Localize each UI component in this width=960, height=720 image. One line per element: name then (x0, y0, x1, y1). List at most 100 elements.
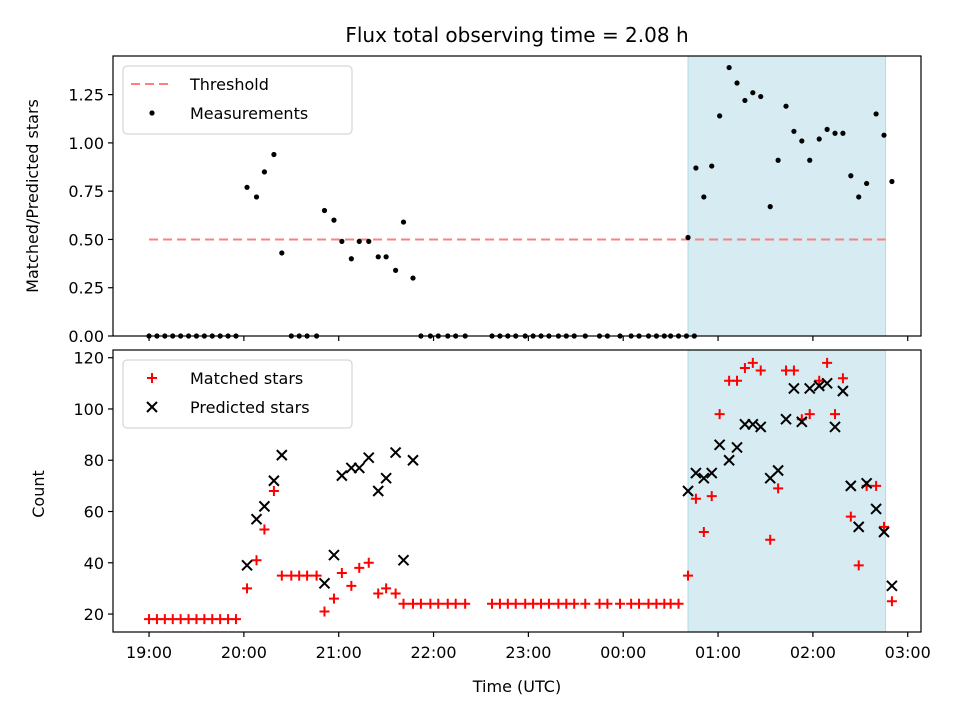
data-point (845, 480, 857, 492)
data-point (244, 184, 250, 190)
data-point (250, 513, 263, 525)
series-predicted-stars (241, 377, 898, 592)
data-point (853, 560, 864, 571)
data-point (772, 464, 784, 477)
data-point (870, 503, 882, 515)
legend-label: Predicted stars (190, 398, 310, 417)
y-tick-label: 40 (84, 554, 104, 573)
data-point (634, 598, 645, 609)
data-point (383, 254, 389, 260)
data-point (268, 486, 279, 496)
data-point (363, 557, 374, 568)
data-point (381, 583, 392, 594)
x-tick-label: 23:00 (505, 643, 551, 662)
data-point (450, 598, 461, 609)
data-point (731, 441, 743, 454)
data-point (339, 238, 345, 244)
data-point (739, 362, 750, 373)
chart-title: Flux total observing time = 2.08 h (345, 23, 688, 47)
data-point (328, 593, 339, 604)
data-point (723, 454, 735, 466)
data-point (253, 194, 260, 200)
data-point (804, 409, 815, 420)
data-point (363, 451, 375, 464)
data-point (690, 493, 701, 504)
x-tick-label: 19:00 (126, 643, 172, 662)
data-point (822, 357, 833, 368)
bottom-y-axis-label: Count (29, 470, 48, 518)
data-point (683, 570, 694, 581)
data-point (830, 409, 841, 420)
y-tick-label: 1.00 (68, 134, 104, 153)
data-point (400, 219, 407, 225)
data-point (354, 562, 365, 573)
series-matched-stars (144, 357, 897, 625)
x-tick-label: 20:00 (221, 643, 267, 662)
data-point (706, 467, 718, 479)
data-point (543, 598, 554, 609)
data-point (807, 157, 813, 163)
data-point (321, 207, 328, 214)
y-tick-label: 100 (73, 400, 104, 419)
data-point (873, 111, 879, 117)
data-point (353, 462, 365, 474)
data-point (410, 275, 416, 281)
data-point (415, 598, 426, 609)
data-point (734, 80, 740, 86)
y-tick-label: 0.50 (68, 230, 104, 249)
data-point (816, 136, 822, 142)
data-point (380, 472, 392, 484)
data-point (279, 250, 285, 256)
data-point (302, 570, 313, 581)
y-tick-label: 20 (84, 605, 104, 624)
data-point (580, 598, 591, 609)
shaded-region (687, 349, 887, 633)
data-point (318, 577, 331, 589)
data-point (602, 598, 613, 609)
data-point (693, 165, 699, 171)
data-point (713, 439, 726, 451)
data-point (788, 365, 799, 376)
data-point (690, 467, 702, 479)
data-point (840, 130, 846, 136)
data-point (259, 524, 270, 535)
data-point (837, 385, 849, 397)
data-point (714, 409, 725, 420)
data-point (390, 588, 401, 599)
data-point (886, 596, 897, 607)
data-point (813, 380, 825, 392)
top-y-axis-label: Matched/Predicted stars (23, 99, 42, 293)
data-point (837, 373, 848, 384)
data-point (356, 238, 362, 244)
data-point (685, 234, 691, 241)
axes-frame (112, 349, 922, 633)
data-point (709, 163, 715, 169)
data-point (879, 521, 890, 532)
data-point (569, 598, 580, 609)
data-point (791, 128, 797, 134)
legend-marker (147, 373, 157, 383)
data-point (878, 526, 890, 538)
data-point (407, 454, 419, 466)
data-point (271, 151, 277, 158)
legend: Matched stars Predicted stars (122, 359, 353, 429)
x-axis-label: Time (UTC) (472, 677, 561, 696)
data-point (706, 491, 717, 502)
data-point (864, 180, 870, 187)
data-point (331, 217, 337, 223)
data-point (268, 475, 280, 487)
x-tick-label: 01:00 (695, 643, 741, 662)
data-point (783, 103, 789, 109)
data-point (230, 614, 241, 625)
bottom-panel: 19:00 20:00 21:00 22:00 23:00 00:00 01:00 02:00… (73, 349, 930, 662)
data-point (755, 365, 766, 376)
data-point (242, 583, 253, 594)
data-point (717, 113, 723, 119)
legend-label: Measurements (190, 104, 308, 123)
data-point (765, 534, 776, 545)
data-point (780, 413, 792, 425)
x-tick-label: 03:00 (885, 643, 931, 662)
data-point (848, 173, 854, 179)
data-point (758, 93, 764, 100)
legend-label: Threshold (189, 75, 269, 94)
